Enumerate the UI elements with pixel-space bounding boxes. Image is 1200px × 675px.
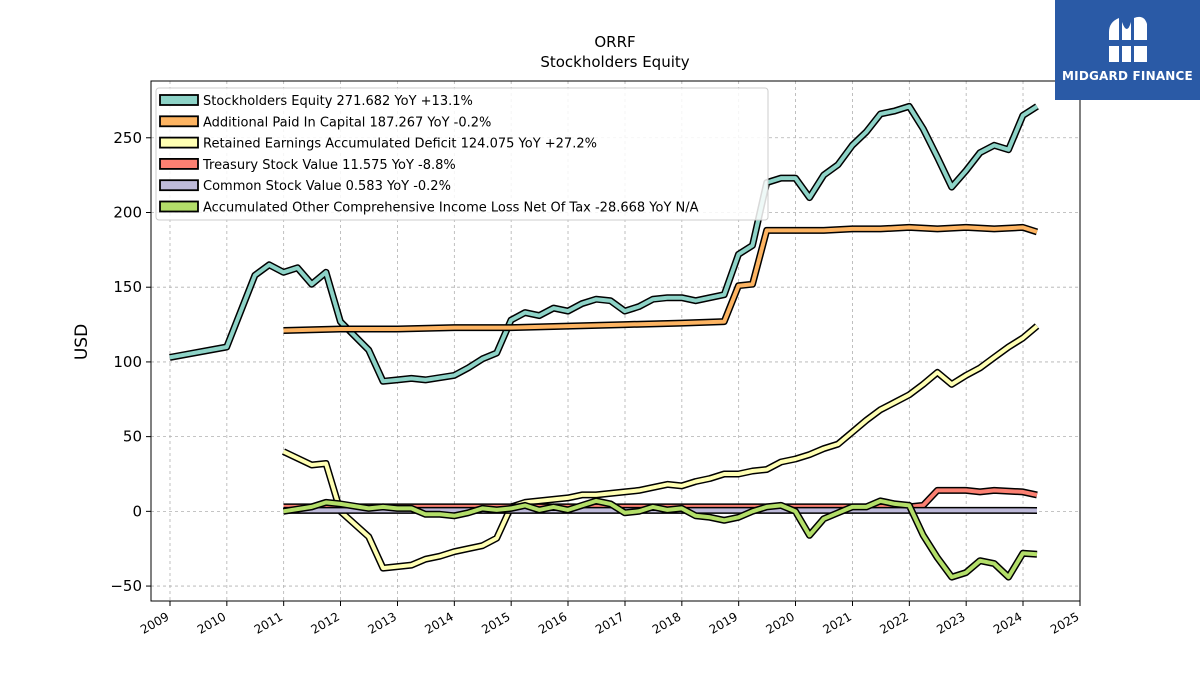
brand-logo: MIDGARD FINANCE <box>1055 0 1200 100</box>
series-line <box>283 225 1038 333</box>
legend-swatch <box>159 200 199 213</box>
legend-entry: Common Stock Value 0.583 YoY -0.2% <box>203 179 451 194</box>
x-tick-label: 2013 <box>366 609 399 636</box>
y-tick-label: 250 <box>113 129 142 147</box>
x-tick-label: 2014 <box>422 609 455 636</box>
y-tick-label: 0 <box>132 502 142 520</box>
series-additional-paid-in-capital <box>283 223 1039 334</box>
x-tick-label: 2020 <box>764 609 797 636</box>
legend-box <box>155 87 769 221</box>
legend-entry: Treasury Stock Value 11.575 YoY -8.8% <box>202 158 456 173</box>
x-tick-label: 2015 <box>479 609 512 636</box>
legend-entry: Retained Earnings Accumulated Deficit 12… <box>203 137 597 152</box>
series-accumulated-other-comprehensive-income-loss-net-of-tax <box>282 497 1038 581</box>
y-axis-label: USD <box>72 324 92 360</box>
series-outline <box>283 223 1039 334</box>
y-tick-label: 50 <box>123 428 142 446</box>
plot-area <box>169 102 1040 581</box>
series-treasury-stock-value <box>283 486 1038 511</box>
legend-entry: Stockholders Equity 271.682 YoY +13.1% <box>203 94 473 109</box>
chart-subtitle: Stockholders Equity <box>540 53 689 71</box>
series-line <box>283 498 1038 580</box>
x-tick-label: 2010 <box>195 609 228 636</box>
y-tick-label: 150 <box>113 278 142 296</box>
x-tick-label: 2019 <box>707 609 740 636</box>
chart-title: ORRF <box>594 33 635 51</box>
midgard-logo-icon <box>1105 16 1151 62</box>
legend-swatch <box>159 179 199 192</box>
series-stockholders-equity <box>169 102 1039 385</box>
y-tick-label: 200 <box>113 203 142 221</box>
x-tick-label: 2024 <box>991 609 1024 636</box>
series-line <box>169 104 1039 384</box>
legend-entry: Accumulated Other Comprehensive Income L… <box>203 201 699 216</box>
x-tick-label: 2011 <box>252 609 285 636</box>
legend-swatch <box>159 115 199 128</box>
x-tick-label: 2025 <box>1048 609 1081 636</box>
x-tick-label: 2016 <box>536 609 569 636</box>
legend-entry: Additional Paid In Capital 187.267 YoY -… <box>203 115 491 130</box>
x-tick-label: 2022 <box>877 609 910 636</box>
legend-swatch <box>159 157 199 170</box>
x-tick-label: 2009 <box>138 609 171 636</box>
legend-swatch <box>159 136 199 149</box>
x-tick-label: 2021 <box>821 609 854 636</box>
series-line <box>282 324 1039 571</box>
y-tick-label: −50 <box>110 577 142 595</box>
brand-name: MIDGARD FINANCE <box>1062 69 1193 83</box>
legend-swatch <box>159 94 199 106</box>
series-retained-earnings-accumulated-deficit <box>281 323 1040 572</box>
x-tick-label: 2017 <box>593 609 626 636</box>
y-tick-label: 100 <box>113 353 142 371</box>
x-tick-label: 2023 <box>934 609 967 636</box>
x-tick-label: 2018 <box>650 609 683 636</box>
x-tick-label: 2012 <box>309 609 342 636</box>
plot-frame <box>150 80 1081 602</box>
legend: Stockholders Equity 271.682 YoY +13.1% Ad… <box>155 87 769 221</box>
